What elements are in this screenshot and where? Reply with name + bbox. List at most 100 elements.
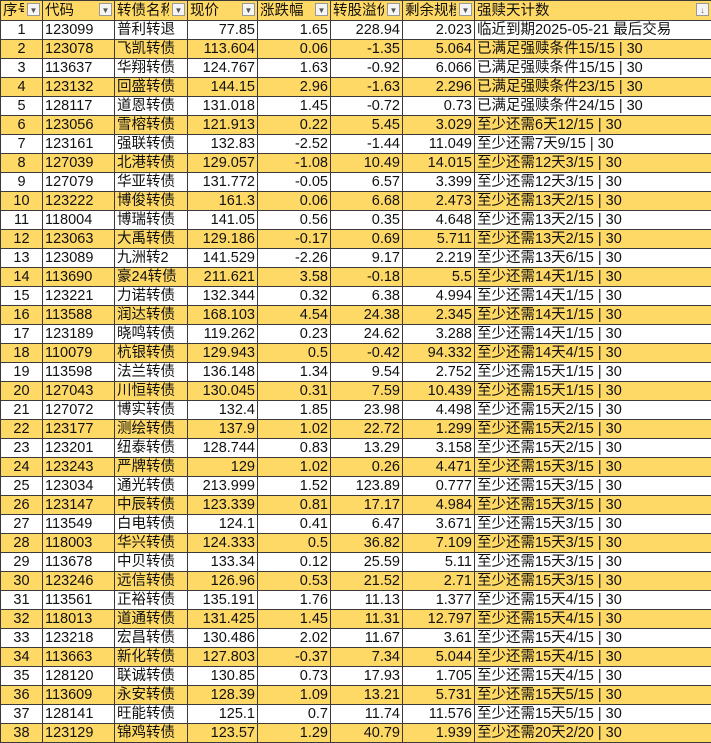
cell-name[interactable]: 道恩转债: [115, 97, 188, 116]
cell-remaining-size[interactable]: 11.049: [403, 135, 475, 154]
cell-name[interactable]: 永安转债: [115, 686, 188, 705]
cell-seq[interactable]: 9: [1, 173, 43, 192]
cell-seq[interactable]: 38: [1, 724, 43, 743]
cell-price[interactable]: 124.767: [188, 59, 258, 78]
cell-change[interactable]: 0.5: [258, 344, 331, 363]
cell-premium[interactable]: 7.34: [331, 648, 403, 667]
cell-remaining-size[interactable]: 3.288: [403, 325, 475, 344]
cell-price[interactable]: 131.425: [188, 610, 258, 629]
cell-premium[interactable]: 24.38: [331, 306, 403, 325]
cell-seq[interactable]: 10: [1, 192, 43, 211]
cell-remaining-size[interactable]: 5.5: [403, 268, 475, 287]
cell-price[interactable]: 211.621: [188, 268, 258, 287]
cell-remaining-size[interactable]: 5.711: [403, 230, 475, 249]
cell-code[interactable]: 123132: [43, 78, 115, 97]
cell-redeem-count[interactable]: 至少还需15天5/15 | 30: [475, 686, 711, 705]
cell-remaining-size[interactable]: 5.731: [403, 686, 475, 705]
cell-redeem-count[interactable]: 至少还需15天2/15 | 30: [475, 401, 711, 420]
cell-premium[interactable]: -0.42: [331, 344, 403, 363]
cell-remaining-size[interactable]: 3.158: [403, 439, 475, 458]
cell-change[interactable]: 3.58: [258, 268, 331, 287]
cell-premium[interactable]: 5.45: [331, 116, 403, 135]
cell-premium[interactable]: 22.72: [331, 420, 403, 439]
cell-code[interactable]: 123056: [43, 116, 115, 135]
cell-change[interactable]: 2.02: [258, 629, 331, 648]
cell-name[interactable]: 纽泰转债: [115, 439, 188, 458]
cell-code[interactable]: 113609: [43, 686, 115, 705]
cell-change[interactable]: 1.52: [258, 477, 331, 496]
cell-redeem-count[interactable]: 至少还需15天3/15 | 30: [475, 572, 711, 591]
cell-name[interactable]: 北港转债: [115, 154, 188, 173]
cell-name[interactable]: 回盛转债: [115, 78, 188, 97]
cell-remaining-size[interactable]: 0.73: [403, 97, 475, 116]
cell-change[interactable]: 1.45: [258, 97, 331, 116]
cell-remaining-size[interactable]: 7.109: [403, 534, 475, 553]
cell-change[interactable]: 1.76: [258, 591, 331, 610]
cell-redeem-count[interactable]: 至少还需12天3/15 | 30: [475, 173, 711, 192]
cell-name[interactable]: 大禹转债: [115, 230, 188, 249]
cell-remaining-size[interactable]: 2.219: [403, 249, 475, 268]
cell-remaining-size[interactable]: 2.296: [403, 78, 475, 97]
cell-price[interactable]: 121.913: [188, 116, 258, 135]
cell-name[interactable]: 华翔转债: [115, 59, 188, 78]
cell-redeem-count[interactable]: 至少还需6天12/15 | 30: [475, 116, 711, 135]
cell-change[interactable]: 2.96: [258, 78, 331, 97]
cell-redeem-count[interactable]: 至少还需15天3/15 | 30: [475, 477, 711, 496]
cell-redeem-count[interactable]: 至少还需15天3/15 | 30: [475, 553, 711, 572]
cell-price[interactable]: 132.83: [188, 135, 258, 154]
cell-premium[interactable]: 10.49: [331, 154, 403, 173]
cell-premium[interactable]: -1.63: [331, 78, 403, 97]
cell-name[interactable]: 远信转债: [115, 572, 188, 591]
cell-code[interactable]: 113637: [43, 59, 115, 78]
cell-change[interactable]: 1.09: [258, 686, 331, 705]
cell-premium[interactable]: 40.79: [331, 724, 403, 743]
cell-price[interactable]: 77.85: [188, 21, 258, 40]
cell-seq[interactable]: 14: [1, 268, 43, 287]
cell-premium[interactable]: 21.52: [331, 572, 403, 591]
cell-code[interactable]: 123189: [43, 325, 115, 344]
cell-change[interactable]: 1.02: [258, 458, 331, 477]
cell-seq[interactable]: 15: [1, 287, 43, 306]
cell-remaining-size[interactable]: 3.671: [403, 515, 475, 534]
cell-redeem-count[interactable]: 至少还需14天1/15 | 30: [475, 325, 711, 344]
cell-code[interactable]: 113678: [43, 553, 115, 572]
cell-seq[interactable]: 20: [1, 382, 43, 401]
cell-name[interactable]: 通光转债: [115, 477, 188, 496]
cell-seq[interactable]: 5: [1, 97, 43, 116]
cell-change[interactable]: 0.22: [258, 116, 331, 135]
cell-price[interactable]: 129: [188, 458, 258, 477]
cell-remaining-size[interactable]: 10.439: [403, 382, 475, 401]
cell-remaining-size[interactable]: 4.471: [403, 458, 475, 477]
cell-price[interactable]: 132.344: [188, 287, 258, 306]
column-header-change[interactable]: 涨跌幅▼: [258, 1, 331, 21]
cell-redeem-count[interactable]: 至少还需15天4/15 | 30: [475, 591, 711, 610]
sort-filter-icon[interactable]: ↓: [696, 3, 709, 16]
cell-code[interactable]: 123034: [43, 477, 115, 496]
cell-redeem-count[interactable]: 至少还需7天9/15 | 30: [475, 135, 711, 154]
cell-code[interactable]: 123161: [43, 135, 115, 154]
cell-price[interactable]: 126.96: [188, 572, 258, 591]
cell-remaining-size[interactable]: 2.023: [403, 21, 475, 40]
cell-name[interactable]: 川恒转债: [115, 382, 188, 401]
cell-change[interactable]: -2.52: [258, 135, 331, 154]
cell-code[interactable]: 110079: [43, 344, 115, 363]
cell-seq[interactable]: 16: [1, 306, 43, 325]
cell-redeem-count[interactable]: 至少还需15天4/15 | 30: [475, 667, 711, 686]
cell-name[interactable]: 中贝转债: [115, 553, 188, 572]
cell-seq[interactable]: 25: [1, 477, 43, 496]
cell-seq[interactable]: 23: [1, 439, 43, 458]
cell-price[interactable]: 119.262: [188, 325, 258, 344]
column-header-price[interactable]: 现价▼: [188, 1, 258, 21]
cell-price[interactable]: 136.148: [188, 363, 258, 382]
cell-seq[interactable]: 8: [1, 154, 43, 173]
cell-seq[interactable]: 24: [1, 458, 43, 477]
cell-redeem-count[interactable]: 至少还需14天4/15 | 30: [475, 344, 711, 363]
cell-code[interactable]: 123243: [43, 458, 115, 477]
cell-price[interactable]: 129.186: [188, 230, 258, 249]
cell-code[interactable]: 127079: [43, 173, 115, 192]
cell-seq[interactable]: 33: [1, 629, 43, 648]
cell-name[interactable]: 豪24转债: [115, 268, 188, 287]
cell-redeem-count[interactable]: 已满足强赎条件15/15 | 30: [475, 59, 711, 78]
cell-seq[interactable]: 6: [1, 116, 43, 135]
cell-name[interactable]: 博实转债: [115, 401, 188, 420]
